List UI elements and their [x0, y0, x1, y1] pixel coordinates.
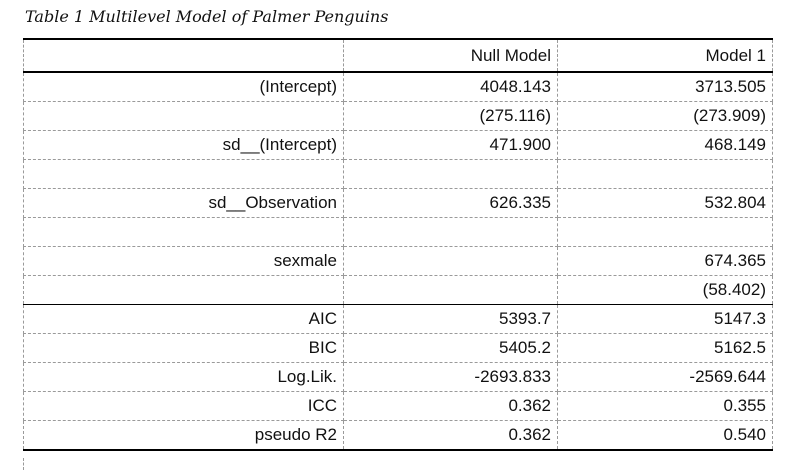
model-1-value: 468.149 [557, 130, 773, 160]
term-label: sd__(Intercept) [23, 130, 344, 160]
term-label: sd__Observation [23, 188, 344, 218]
table-row: sd__Observation 626.335 532.804 [23, 188, 773, 218]
null-model-value: 5393.7 [343, 304, 558, 334]
table-row: (Intercept) 4048.143 3713.505 [23, 71, 773, 102]
stat-row: Log.Lik. -2693.833 -2569.644 [23, 362, 773, 392]
regression-table-container: Null Model Model 1 (Intercept) 4048.143 … [23, 38, 773, 451]
stat-row: ICC 0.362 0.355 [23, 391, 773, 421]
model-1-value: 5147.3 [557, 304, 773, 334]
model-1-value: 3713.505 [557, 71, 773, 102]
null-model-value: (275.116) [343, 101, 558, 131]
header-cell-model-1: Model 1 [557, 38, 773, 73]
null-model-value [343, 246, 558, 276]
null-model-value [343, 217, 558, 247]
null-model-value [343, 159, 558, 189]
stat-label: BIC [23, 333, 344, 363]
stat-label: AIC [23, 304, 344, 334]
model-1-value: 532.804 [557, 188, 773, 218]
model-1-value: -2569.644 [557, 362, 773, 392]
term-label [23, 217, 344, 247]
header-row: Null Model Model 1 [23, 38, 773, 73]
term-label: (Intercept) [23, 71, 344, 102]
term-label [23, 159, 344, 189]
stat-row: pseudo R2 0.362 0.540 [23, 420, 773, 451]
table-row [23, 217, 773, 247]
table-row: (58.402) [23, 275, 773, 305]
null-model-value: 0.362 [343, 391, 558, 421]
stat-label: pseudo R2 [23, 420, 344, 451]
null-model-value: 4048.143 [343, 71, 558, 102]
table-row: sexmale 674.365 [23, 246, 773, 276]
term-label: sexmale [23, 246, 344, 276]
null-model-value: -2693.833 [343, 362, 558, 392]
null-model-value [343, 275, 558, 305]
null-model-value: 471.900 [343, 130, 558, 160]
stat-row: BIC 5405.2 5162.5 [23, 333, 773, 363]
stat-row: AIC 5393.7 5147.3 [23, 304, 773, 334]
regression-table: Null Model Model 1 (Intercept) 4048.143 … [23, 38, 773, 451]
model-1-value: 674.365 [557, 246, 773, 276]
table-caption: Table 1 Multilevel Model of Palmer Pengu… [25, 7, 389, 26]
header-cell-term [23, 38, 344, 73]
term-label [23, 275, 344, 305]
table-row [23, 159, 773, 189]
header-cell-null-model: Null Model [343, 38, 558, 73]
table-row: (275.116) (273.909) [23, 101, 773, 131]
model-1-value: 5162.5 [557, 333, 773, 363]
model-1-value: 0.540 [557, 420, 773, 451]
model-1-value [557, 217, 773, 247]
model-1-value [557, 159, 773, 189]
table-edge-divider [23, 458, 25, 470]
model-1-value: (58.402) [557, 275, 773, 305]
stat-label: ICC [23, 391, 344, 421]
stat-label: Log.Lik. [23, 362, 344, 392]
table-row: sd__(Intercept) 471.900 468.149 [23, 130, 773, 160]
model-1-value: (273.909) [557, 101, 773, 131]
null-model-value: 0.362 [343, 420, 558, 451]
model-1-value: 0.355 [557, 391, 773, 421]
term-label [23, 101, 344, 131]
null-model-value: 5405.2 [343, 333, 558, 363]
null-model-value: 626.335 [343, 188, 558, 218]
